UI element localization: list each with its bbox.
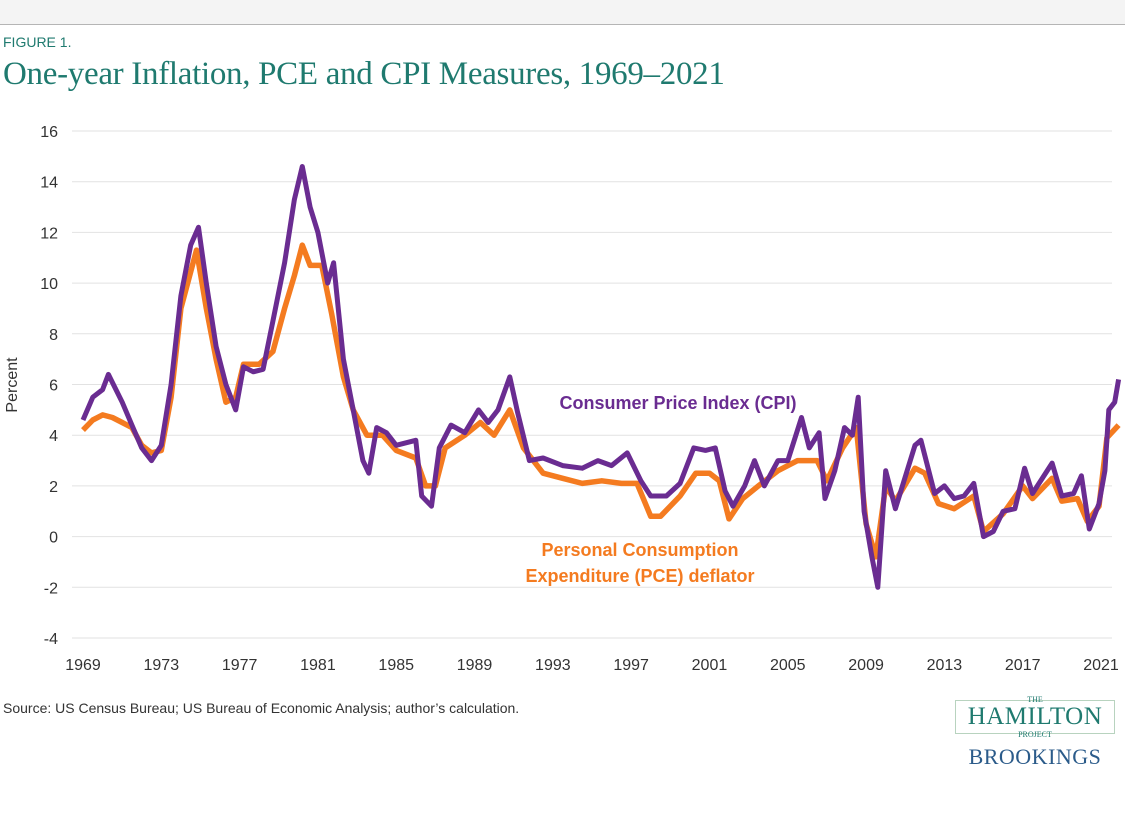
y-tick-label: 10 <box>40 276 58 293</box>
y-axis-label: Percent <box>4 357 21 413</box>
x-tick-label: 1997 <box>613 657 649 674</box>
y-tick-label: 12 <box>40 225 58 242</box>
pce-series-label: Expenditure (PCE) deflator <box>525 566 754 586</box>
x-tick-label: 2017 <box>1005 657 1041 674</box>
y-tick-label: 16 <box>40 124 58 141</box>
x-tick-label: 2013 <box>927 657 963 674</box>
pce-series-label: Personal Consumption <box>541 540 738 560</box>
chart-title: One-year Inflation, PCE and CPI Measures… <box>3 56 725 92</box>
y-tick-label: 14 <box>40 175 58 192</box>
hamilton-brookings-logo: THE HAMILTON PROJECT BROOKINGS <box>955 695 1115 770</box>
y-tick-label: 8 <box>49 327 58 344</box>
x-tick-label: 1969 <box>65 657 101 674</box>
logo-brookings: BROOKINGS <box>968 744 1102 769</box>
y-tick-label: 2 <box>49 479 58 496</box>
logo-project: PROJECT <box>1018 730 1052 739</box>
pce-line <box>81 242 1121 560</box>
logo-hamilton: HAMILTON <box>967 703 1103 730</box>
x-tick-label: 2009 <box>848 657 884 674</box>
cpi-line <box>80 164 1122 590</box>
chart: -4 -2 0 2 4 6 8 10 12 14 16 1969 1973 1977 1981 1985 198… <box>4 124 1122 674</box>
x-tick-label: 2001 <box>692 657 728 674</box>
y-tick-label: 6 <box>49 378 58 395</box>
source-note: Source: US Census Bureau; US Bureau of E… <box>3 700 520 716</box>
x-tick-label: 1985 <box>378 657 414 674</box>
y-tick-label: -2 <box>44 580 58 597</box>
x-tick-label: 2005 <box>770 657 806 674</box>
x-tick-label: 2021 <box>1083 657 1119 674</box>
cpi-series-label: Consumer Price Index (CPI) <box>559 393 796 413</box>
x-tick-label: 1973 <box>144 657 180 674</box>
browser-top-bar <box>0 0 1125 25</box>
y-tick-label: 0 <box>49 530 58 547</box>
figure-label: FIGURE 1. <box>3 34 72 50</box>
y-tick-label: -4 <box>44 631 58 648</box>
logo-the: THE <box>1027 695 1043 704</box>
x-tick-label: 1989 <box>457 657 493 674</box>
x-tick-label: 1981 <box>300 657 336 674</box>
x-tick-label: 1977 <box>222 657 258 674</box>
y-tick-label: 4 <box>49 428 58 445</box>
x-tick-label: 1993 <box>535 657 571 674</box>
